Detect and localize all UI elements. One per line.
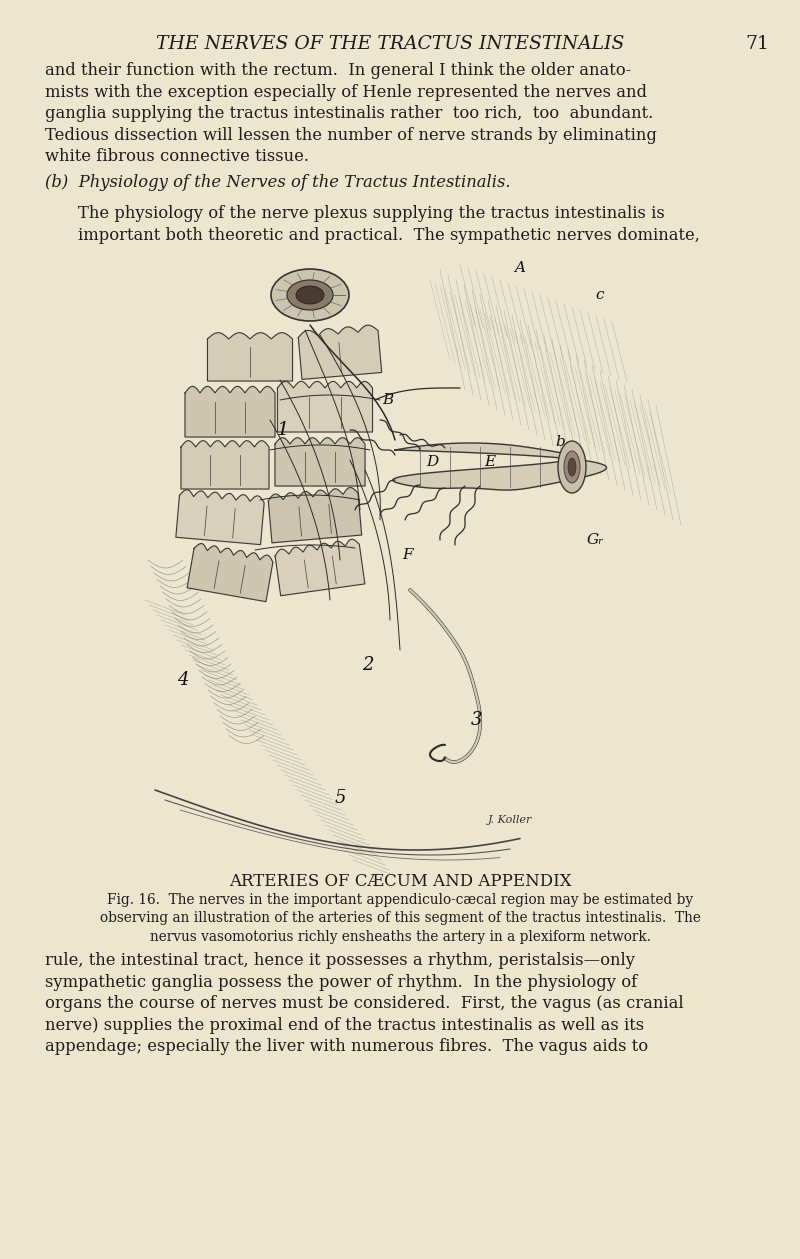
- Ellipse shape: [287, 279, 333, 310]
- Text: b: b: [555, 436, 565, 449]
- Text: E: E: [485, 454, 495, 470]
- Polygon shape: [268, 487, 362, 543]
- Polygon shape: [181, 441, 269, 488]
- Polygon shape: [298, 325, 382, 379]
- Ellipse shape: [564, 451, 580, 483]
- Text: 2: 2: [362, 656, 374, 674]
- Text: and their function with the rectum.  In general I think the older anato-
mists w: and their function with the rectum. In g…: [45, 62, 657, 165]
- Text: c: c: [596, 288, 604, 302]
- Text: Fig. 16.  The nerves in the important appendiculo-cæcal region may be estimated : Fig. 16. The nerves in the important app…: [99, 893, 701, 944]
- Text: B: B: [382, 393, 394, 407]
- Text: (b)  Physiology of the Nerves of the Tractus Intestinalis.: (b) Physiology of the Nerves of the Trac…: [45, 174, 510, 191]
- Ellipse shape: [271, 269, 349, 321]
- Text: Gᵣ: Gᵣ: [586, 533, 604, 546]
- Text: 5: 5: [334, 789, 346, 807]
- Text: ARTERIES OF CÆCUM AND APPENDIX: ARTERIES OF CÆCUM AND APPENDIX: [229, 872, 571, 890]
- Ellipse shape: [568, 458, 576, 476]
- Text: 4: 4: [178, 671, 189, 689]
- Polygon shape: [278, 381, 373, 432]
- Polygon shape: [207, 332, 293, 381]
- Polygon shape: [185, 387, 275, 437]
- Text: 3: 3: [471, 711, 482, 729]
- Text: The physiology of the nerve plexus supplying the tractus intestinalis is
importa: The physiology of the nerve plexus suppl…: [78, 205, 700, 243]
- Polygon shape: [275, 438, 365, 486]
- Text: rule, the intestinal tract, hence it possesses a rhythm, peristalsis—only
sympat: rule, the intestinal tract, hence it pos…: [45, 952, 684, 1055]
- Text: F: F: [402, 548, 414, 562]
- Text: J. Koller: J. Koller: [488, 815, 532, 825]
- Text: D: D: [426, 454, 438, 470]
- Polygon shape: [275, 539, 365, 596]
- Ellipse shape: [558, 441, 586, 494]
- Ellipse shape: [296, 286, 324, 303]
- Text: A: A: [514, 261, 526, 274]
- Text: 71: 71: [745, 35, 769, 53]
- Text: THE NERVES OF THE TRACTUS INTESTINALIS: THE NERVES OF THE TRACTUS INTESTINALIS: [156, 35, 624, 53]
- Text: 1: 1: [277, 421, 289, 439]
- Polygon shape: [176, 490, 264, 545]
- Polygon shape: [393, 443, 606, 490]
- Polygon shape: [187, 544, 273, 602]
